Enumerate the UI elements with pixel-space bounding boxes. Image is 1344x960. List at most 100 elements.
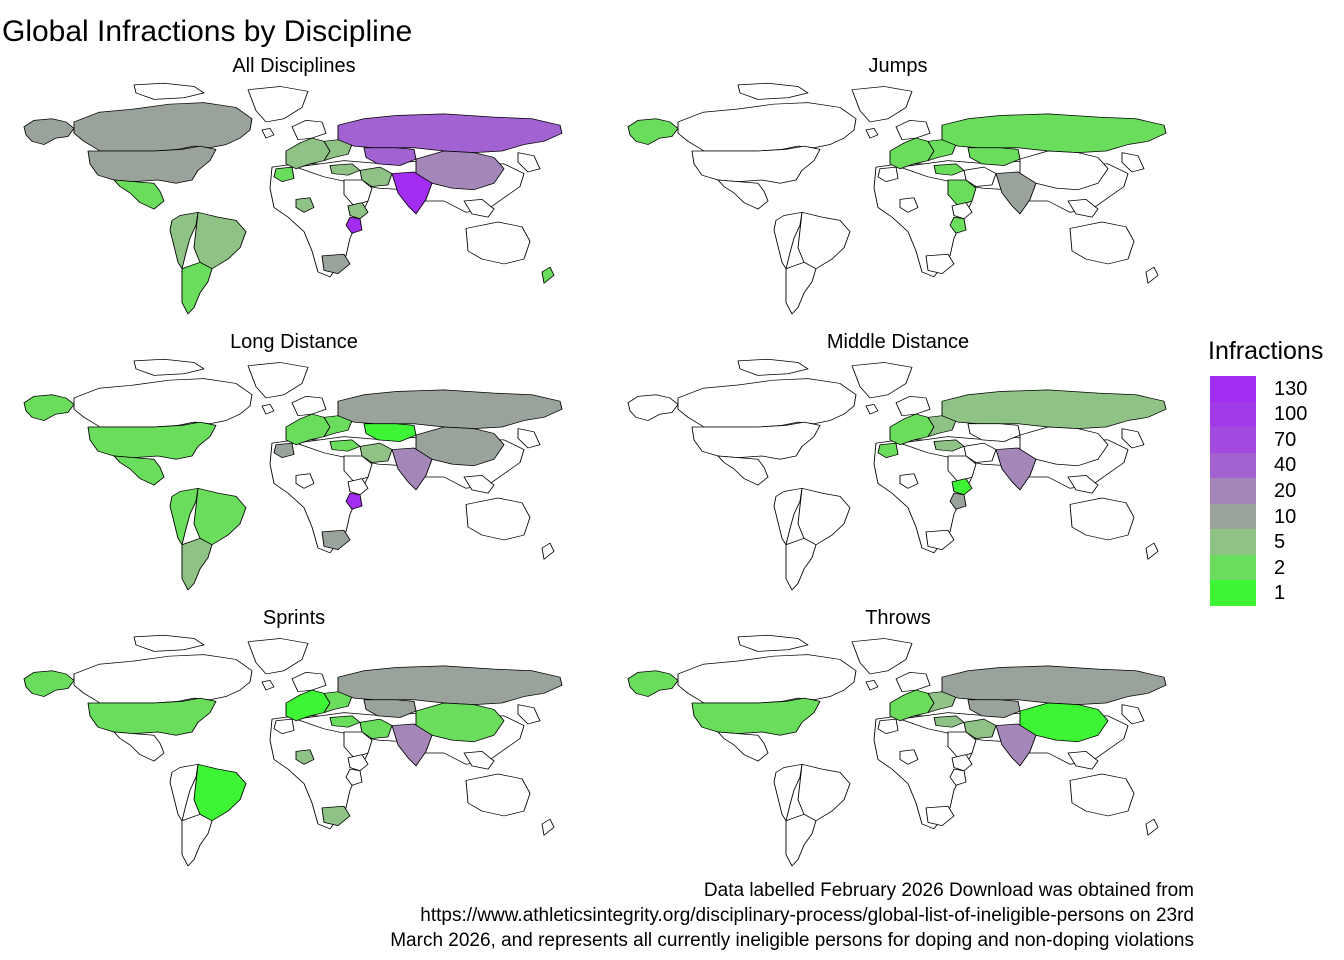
map-panel-throws: Throws (608, 606, 1188, 874)
landmass (865, 680, 879, 691)
country-turkey (933, 163, 965, 176)
map-panel-middle-distance: Middle Distance (608, 330, 1188, 598)
legend-swatch (1210, 554, 1256, 581)
country-australia (1069, 773, 1135, 817)
country-brazil (193, 487, 247, 546)
country-ethiopia (347, 754, 369, 772)
landmass (895, 119, 931, 141)
landmass (133, 358, 205, 376)
country-kenya (345, 216, 363, 234)
world-map (627, 82, 1167, 315)
landmass (1121, 152, 1145, 173)
country-kazakhstan (363, 147, 417, 166)
country-turkey (933, 715, 965, 728)
world-map (23, 634, 563, 867)
country-argentina (181, 537, 213, 591)
landmass (1121, 704, 1145, 725)
country-india (391, 171, 433, 215)
country-newzealand (1145, 542, 1159, 560)
country-morocco (273, 718, 295, 735)
legend-swatch (1210, 376, 1256, 403)
landmass (517, 428, 541, 449)
source-caption: Data labelled February 2026 Download was… (390, 878, 1194, 953)
landmass (895, 395, 931, 417)
country-south-africa (321, 253, 351, 274)
country-argentina (785, 813, 817, 867)
country-andes (773, 763, 803, 822)
country-south-africa (925, 529, 955, 550)
landmass (865, 128, 879, 139)
country-alaska (23, 394, 75, 421)
country-greenland (247, 86, 309, 123)
country-kenya (949, 216, 967, 234)
country-mexico (113, 179, 165, 210)
country-greenland (247, 362, 309, 399)
country-canada (73, 378, 253, 428)
country-greenland (851, 362, 913, 399)
country-alaska (23, 118, 75, 145)
legend-label: 40 (1274, 454, 1297, 477)
country-turkey (329, 163, 361, 176)
panel-title: All Disciplines (232, 55, 356, 77)
country-usa (87, 145, 217, 184)
country-newzealand (541, 266, 555, 284)
country-ethiopia (951, 754, 973, 772)
country-kenya (345, 492, 363, 510)
country-argentina (181, 813, 213, 867)
world-map (627, 634, 1167, 867)
country-india (391, 447, 433, 491)
country-brazil (193, 763, 247, 822)
country-canada (73, 654, 253, 704)
country-morocco (877, 442, 899, 459)
country-usa (691, 145, 821, 184)
country-india (995, 171, 1037, 215)
landmass (895, 671, 931, 693)
country-mexico (717, 731, 769, 762)
country-greenland (851, 86, 913, 123)
country-australia (465, 773, 531, 817)
country-canada (677, 654, 857, 704)
country-kazakhstan (967, 147, 1021, 166)
country-usa (691, 421, 821, 460)
country-turkey (329, 715, 361, 728)
legend-swatch (1210, 580, 1256, 607)
legend-label: 70 (1274, 428, 1297, 451)
country-nigeria (899, 749, 919, 765)
country-argentina (785, 537, 817, 591)
landmass (737, 634, 809, 652)
landmass (1067, 199, 1099, 218)
country-kazakhstan (967, 699, 1021, 718)
legend-swatch (1210, 478, 1256, 505)
caption-line: https://www.athleticsintegrity.org/disci… (420, 905, 1194, 926)
legend-swatch (1210, 401, 1256, 428)
country-alaska (627, 394, 679, 421)
world-map (627, 358, 1167, 591)
country-australia (465, 497, 531, 541)
country-mexico (113, 455, 165, 486)
country-argentina (181, 261, 213, 315)
country-kazakhstan (967, 423, 1021, 442)
landmass (463, 475, 495, 494)
map-panel-all-disciplines: All Disciplines (4, 54, 584, 322)
landmass (865, 404, 879, 415)
country-turkey (329, 439, 361, 452)
country-india (995, 723, 1037, 767)
country-alaska (627, 118, 679, 145)
landmass (261, 404, 275, 415)
legend-title: Infractions (1208, 337, 1324, 365)
landmass (291, 119, 327, 141)
country-ethiopia (347, 478, 369, 496)
legend-label: 2 (1274, 556, 1286, 579)
country-usa (87, 421, 217, 460)
panel-title: Long Distance (230, 331, 358, 353)
country-alaska (627, 670, 679, 697)
country-australia (1069, 497, 1135, 541)
country-saudi (343, 455, 373, 483)
caption-line: Data labelled February 2026 Download was… (703, 880, 1194, 901)
legend-label: 130 (1274, 377, 1308, 400)
country-newzealand (541, 818, 555, 836)
country-saudi (947, 731, 977, 759)
country-alaska (23, 670, 75, 697)
country-saudi (343, 731, 373, 759)
country-saudi (947, 179, 977, 207)
